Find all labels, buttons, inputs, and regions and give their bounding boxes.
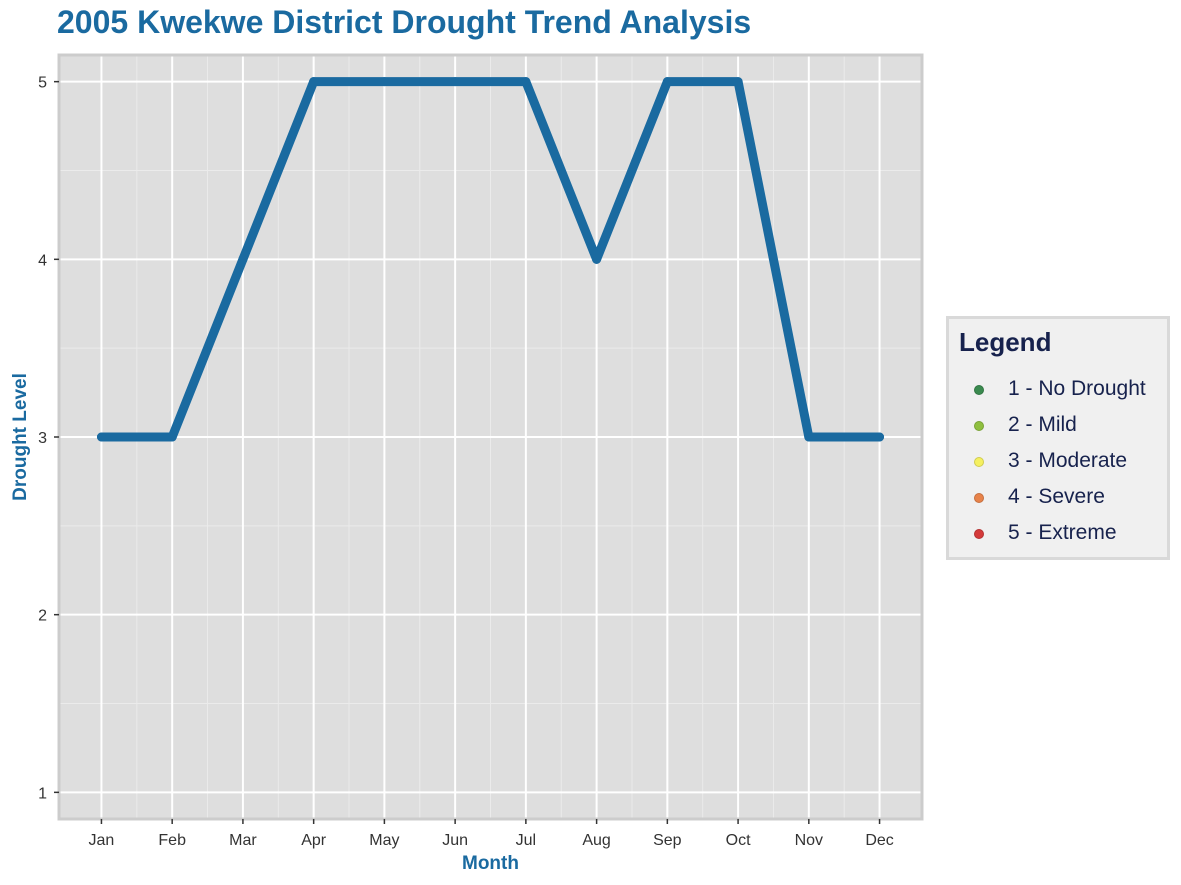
legend-swatch: [974, 421, 984, 431]
y-tick-labels: 1 2 3 4 5: [38, 75, 47, 803]
legend: Legend 1 - No Drought 2 - Mild 3 - Moderat…: [946, 316, 1170, 560]
x-tick-label: Jul: [516, 832, 536, 849]
legend-item: 2 - Mild: [949, 411, 1169, 441]
series-line: [96, 77, 885, 442]
y-axis-title: Drought Level: [10, 373, 31, 501]
legend-label: 2 - Mild: [1008, 413, 1077, 436]
axis-ticks: [54, 80, 881, 824]
data-point: [167, 432, 177, 442]
data-point: [592, 254, 602, 264]
data-point: [309, 77, 319, 87]
y-tick-label: 5: [38, 75, 47, 92]
x-tick-label: Oct: [726, 832, 751, 849]
data-point: [450, 77, 460, 87]
legend-swatch: [974, 529, 984, 539]
data-point: [521, 77, 531, 87]
legend-item: 1 - No Drought: [949, 375, 1169, 405]
legend-label: 5 - Extreme: [1008, 521, 1117, 544]
data-point: [379, 77, 389, 87]
chart-title: 2005 Kwekwe District Drought Trend Analy…: [57, 4, 752, 40]
x-tick-label: Apr: [301, 832, 327, 849]
x-tick-label: Sep: [653, 832, 682, 849]
legend-item: 3 - Moderate: [949, 447, 1169, 477]
legend-swatch: [974, 493, 984, 503]
y-tick-label: 2: [38, 608, 47, 625]
legend-item: 4 - Severe: [949, 483, 1169, 513]
x-tick-label: Dec: [865, 832, 893, 849]
x-tick-label: Jun: [442, 832, 468, 849]
x-tick-label: Mar: [229, 832, 257, 849]
y-tick-label: 4: [38, 252, 47, 269]
x-tick-labels: Jan Feb Mar Apr May Jun Jul Aug Sep Oct Nov Dec: [89, 832, 894, 849]
x-tick-label: Jan: [89, 832, 115, 849]
x-tick-label: Aug: [582, 832, 610, 849]
x-tick-label: May: [369, 832, 399, 849]
legend-swatch: [974, 457, 984, 467]
legend-item: 5 - Extreme: [949, 519, 1169, 549]
legend-label: 4 - Severe: [1008, 485, 1105, 508]
data-point: [875, 432, 885, 442]
data-point: [96, 432, 106, 442]
y-tick-label: 3: [38, 430, 47, 447]
legend-label: 1 - No Drought: [1008, 377, 1146, 400]
x-tick-label: Nov: [795, 832, 823, 849]
legend-label: 3 - Moderate: [1008, 449, 1128, 472]
legend-title: Legend: [959, 327, 1052, 357]
y-tick-label: 1: [38, 785, 47, 802]
x-tick-label: Feb: [158, 832, 186, 849]
x-axis-title: Month: [462, 853, 519, 874]
legend-swatch: [974, 385, 984, 395]
data-point: [804, 432, 814, 442]
data-point: [238, 254, 248, 264]
series-layer: [96, 77, 885, 442]
data-point: [733, 77, 743, 87]
data-point: [662, 77, 672, 87]
major-grid: [59, 55, 922, 819]
